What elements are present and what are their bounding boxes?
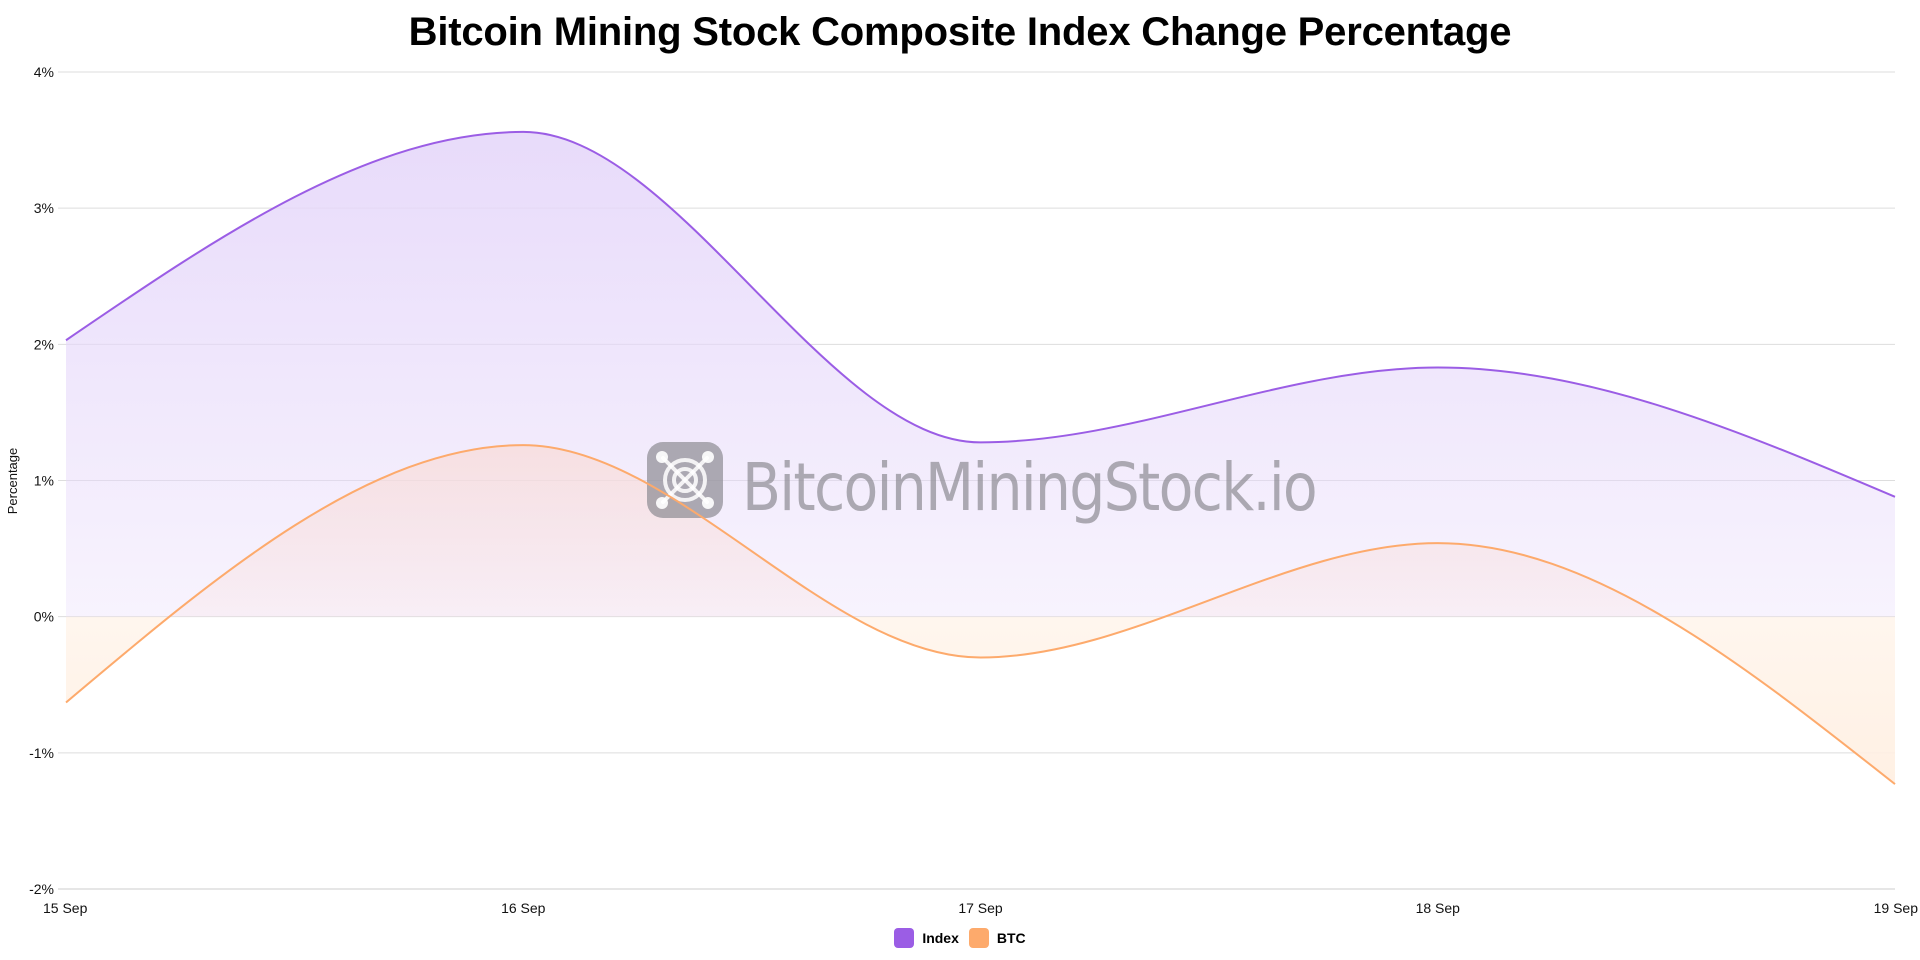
watermark-text: BitcoinMiningStock.io bbox=[742, 449, 1316, 526]
point-btc[interactable] bbox=[60, 696, 72, 708]
point-btc[interactable] bbox=[517, 439, 529, 451]
series-lines bbox=[60, 126, 1901, 790]
x-tick-label: 16 Sep bbox=[501, 900, 546, 916]
y-tick-label: 2% bbox=[34, 336, 54, 352]
y-tick-label: 3% bbox=[34, 200, 54, 216]
watermark: BitcoinMiningStock.io bbox=[647, 442, 1318, 526]
y-tick-label: -2% bbox=[29, 881, 54, 897]
y-axis: -2% -1% 0% 1% 2% 3% 4% bbox=[29, 64, 54, 897]
line-btc bbox=[65, 444, 1896, 785]
x-tick-label: 18 Sep bbox=[1416, 900, 1461, 916]
y-tick-label: 0% bbox=[34, 609, 54, 625]
x-tick-label: 19 Sep bbox=[1874, 900, 1919, 916]
point-index[interactable] bbox=[1889, 491, 1901, 503]
y-tick-label: 1% bbox=[34, 473, 54, 489]
x-tick-label: 15 Sep bbox=[43, 900, 88, 916]
point-index[interactable] bbox=[975, 436, 987, 448]
y-tick-label: -1% bbox=[29, 745, 54, 761]
y-tick-label: 4% bbox=[34, 64, 54, 80]
legend: Index BTC bbox=[0, 928, 1920, 948]
y-axis-title: Percentage bbox=[5, 448, 20, 515]
legend-swatch-index bbox=[894, 928, 915, 948]
line-index bbox=[65, 130, 1896, 498]
point-index[interactable] bbox=[517, 126, 529, 138]
point-index[interactable] bbox=[1432, 361, 1444, 373]
mining-chip-icon bbox=[647, 442, 723, 518]
area-btc-positive bbox=[169, 445, 1664, 617]
x-tick-label: 17 Sep bbox=[958, 900, 1003, 916]
area-btc-negative bbox=[66, 616, 1895, 785]
chart-title: Bitcoin Mining Stock Composite Index Cha… bbox=[408, 10, 1512, 54]
legend-swatch-btc bbox=[968, 928, 989, 948]
point-index[interactable] bbox=[60, 334, 72, 346]
x-axis: 15 Sep 16 Sep 17 Sep 18 Sep 19 Sep bbox=[43, 900, 1918, 916]
point-btc[interactable] bbox=[1432, 537, 1444, 549]
point-btc[interactable] bbox=[975, 652, 987, 664]
legend-item-index[interactable]: Index bbox=[894, 928, 959, 948]
point-btc[interactable] bbox=[1889, 778, 1901, 790]
legend-label-btc: BTC bbox=[996, 930, 1026, 946]
legend-label-index: Index bbox=[922, 930, 959, 946]
legend-item-btc[interactable]: BTC bbox=[968, 928, 1026, 948]
series-areas bbox=[66, 131, 1895, 785]
